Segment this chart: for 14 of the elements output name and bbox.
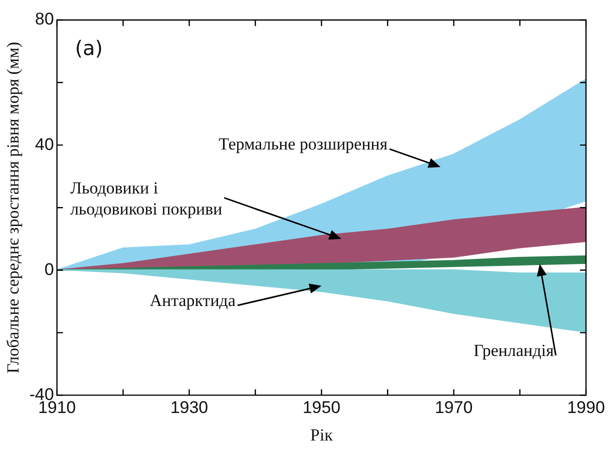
text: Гренландія: [474, 340, 554, 360]
series-label: Льодовики і льодовикові покриви: [70, 178, 222, 218]
series-label: Термальне розширення: [218, 134, 388, 154]
y-tick-label: 40: [35, 134, 54, 154]
x-axis-title: Рік: [310, 425, 334, 444]
y-tick-label: 0: [44, 260, 54, 279]
x-tick-label: 1950: [302, 398, 340, 418]
x-tick-label: 1930: [170, 398, 208, 418]
x-tick-label: 1990: [567, 398, 605, 418]
y-axis-title: Глобальне середнє зростання рівня моря (мм): [4, 42, 23, 374]
x-tick-label: 1970: [434, 398, 473, 418]
series-label: Антарктида: [150, 290, 236, 310]
y-tick-label: 80: [35, 10, 54, 29]
annotation: (a): [74, 36, 103, 60]
